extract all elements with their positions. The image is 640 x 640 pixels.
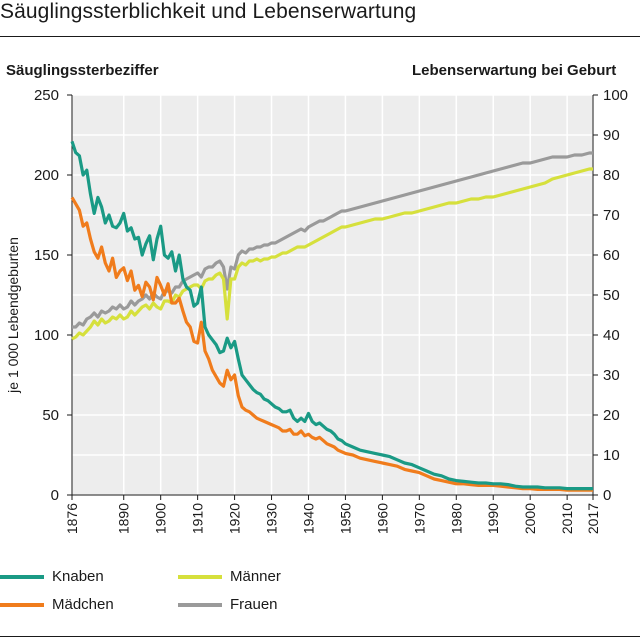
x-tick-label: 1890 xyxy=(116,503,132,534)
x-tick-label: 1950 xyxy=(337,503,353,534)
left-tick-label: 50 xyxy=(42,407,59,424)
right-tick-label: 70 xyxy=(603,207,620,224)
legend-label: Frauen xyxy=(230,596,278,613)
x-tick-label: 1960 xyxy=(374,503,390,534)
title-rule xyxy=(0,36,640,37)
legend-swatch xyxy=(178,574,222,579)
right-tick-label: 10 xyxy=(603,447,620,464)
legend-label: Knaben xyxy=(52,568,104,585)
right-axis-title: Lebenserwartung bei Geburt xyxy=(412,62,617,79)
x-tick-label: 1930 xyxy=(264,503,280,534)
legend-swatch xyxy=(0,602,44,607)
bottom-rule xyxy=(0,636,640,637)
x-tick-label: 1990 xyxy=(485,503,501,534)
x-tick-label: 1980 xyxy=(448,503,464,534)
legend-item-maenner: Männer xyxy=(178,568,281,585)
x-tick-label: 2017 xyxy=(585,503,601,534)
legend-label: Männer xyxy=(230,568,281,585)
x-tick-label: 1920 xyxy=(227,503,243,534)
right-tick-label: 30 xyxy=(603,367,620,384)
line-chart: 0 50 100 150 200 250 0 10 20 30 40 50 60 70 80 90 100 187… xyxy=(5,87,628,534)
right-tick-label: 100 xyxy=(603,87,628,104)
chart-title: Säuglingssterblichkeit und Lebenserwartu… xyxy=(0,0,417,23)
legend-swatch xyxy=(0,574,44,579)
x-tick-label: 1876 xyxy=(64,503,80,534)
left-axis-title: Säuglingssterbeziffer xyxy=(6,62,159,79)
left-tick-label: 0 xyxy=(51,487,59,504)
legend-swatch xyxy=(178,602,222,607)
legend-label: Mädchen xyxy=(52,596,114,613)
x-tick-label: 1900 xyxy=(153,503,169,534)
x-tick-label: 2010 xyxy=(559,503,575,534)
series-line-frauen xyxy=(72,151,593,329)
left-tick-label: 200 xyxy=(34,167,59,184)
right-tick-label: 60 xyxy=(603,247,620,264)
legend-item-frauen: Frauen xyxy=(178,596,278,613)
left-tick-label: 150 xyxy=(34,247,59,264)
x-tick-label: 1970 xyxy=(411,503,427,534)
left-tick-label: 100 xyxy=(34,327,59,344)
series-line-maedchen xyxy=(70,196,593,492)
right-tick-label: 0 xyxy=(603,487,611,504)
x-tick-label: 1910 xyxy=(190,503,206,534)
left-axis-unit-label: je 1 000 Lebendgeburten xyxy=(5,237,21,394)
series-line-knaben xyxy=(70,140,593,491)
right-tick-label: 90 xyxy=(603,127,620,144)
x-tick-label: 2000 xyxy=(522,503,538,534)
right-tick-label: 20 xyxy=(603,407,620,424)
right-tick-label: 80 xyxy=(603,167,620,184)
x-tick-label: 1940 xyxy=(300,503,316,534)
left-tick-label: 250 xyxy=(34,87,59,104)
series-line-maenner xyxy=(71,167,593,341)
right-tick-label: 50 xyxy=(603,287,620,304)
right-tick-label: 40 xyxy=(603,327,620,344)
legend-item-maedchen: Mädchen xyxy=(0,596,114,613)
legend-item-knaben: Knaben xyxy=(0,568,104,585)
